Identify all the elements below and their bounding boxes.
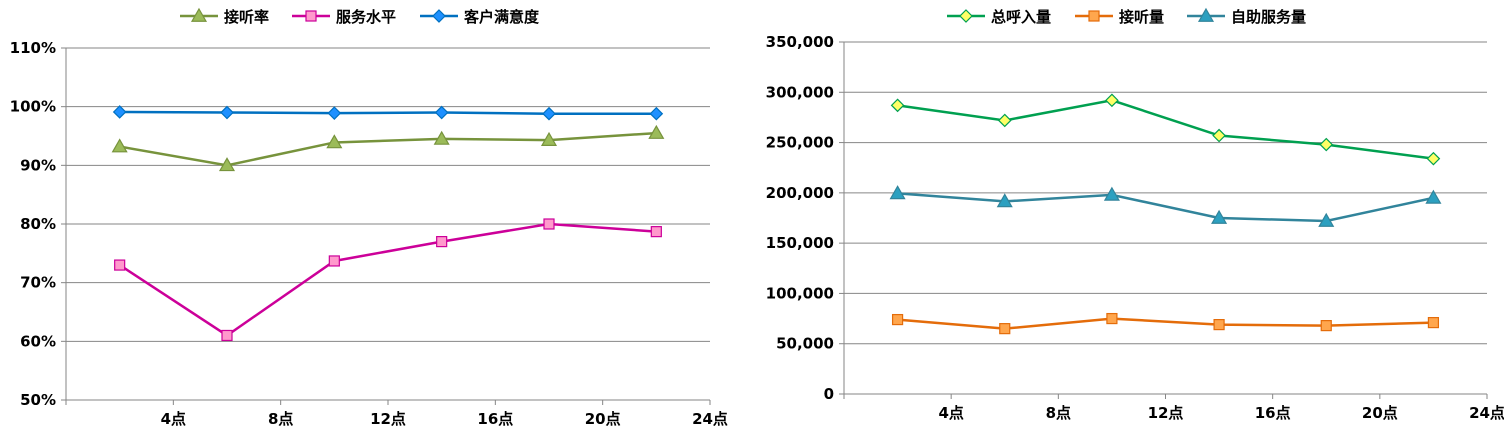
x-tick-label: 8点 <box>268 410 293 428</box>
data-point <box>112 105 127 119</box>
y-tick-label: 60% <box>20 332 56 350</box>
x-tick-label: 20点 <box>585 410 621 428</box>
data-point <box>218 157 236 172</box>
data-point <box>999 323 1011 335</box>
x-tick-label: 12点 <box>1148 404 1184 422</box>
series-2 <box>112 105 664 121</box>
y-tick-label: 70% <box>20 274 56 292</box>
legend-label: 总呼入量 <box>991 8 1051 26</box>
y-tick-label: 100% <box>10 98 56 116</box>
legend-marker <box>305 10 317 22</box>
legend-item: 接听量 <box>1075 8 1164 26</box>
series-line <box>119 110 657 115</box>
data-point <box>1426 151 1441 166</box>
y-tick-label: 80% <box>20 215 56 233</box>
data-point <box>220 105 234 120</box>
y-tick-label: 50,000 <box>776 335 834 353</box>
x-tick-label: 20点 <box>1362 404 1398 422</box>
data-point <box>648 124 665 139</box>
y-tick-label: 200,000 <box>766 184 834 202</box>
legend-marker <box>959 9 973 23</box>
legend-marker <box>432 9 446 23</box>
y-tick-label: 100,000 <box>766 284 834 302</box>
x-tick-label: 4点 <box>938 404 963 422</box>
data-point <box>1320 320 1332 332</box>
data-point <box>543 218 555 230</box>
legend-marker <box>1088 10 1100 22</box>
series-1 <box>891 312 1440 335</box>
data-point <box>327 106 342 120</box>
x-tick-label: 16点 <box>1255 404 1291 422</box>
data-point <box>1425 189 1442 204</box>
series-line <box>119 131 657 167</box>
y-tick-label: 0 <box>824 385 834 403</box>
data-point <box>650 226 662 238</box>
legend-marker <box>1197 7 1215 22</box>
legend-item: 总呼入量 <box>947 8 1051 26</box>
chart-call-rates: 50% 60% 70% 80% 90% 100% 110% 4点 8点 12点 16点 20点 24点 接… <box>10 7 728 428</box>
x-tick-label: 24点 <box>1469 404 1504 422</box>
data-point <box>1105 93 1119 108</box>
x-tick-label: 16点 <box>477 410 513 428</box>
data-point <box>542 106 556 121</box>
y-tick-label: 300,000 <box>766 83 834 101</box>
y-tick-label: 90% <box>20 156 56 174</box>
x-tick-label: 12点 <box>370 410 406 428</box>
legend-item: 自助服务量 <box>1187 7 1306 26</box>
y-tick-label: 350,000 <box>766 33 834 51</box>
series-0 <box>111 124 665 172</box>
data-point <box>1103 186 1120 201</box>
data-point <box>1211 209 1228 224</box>
data-point <box>649 106 664 121</box>
data-point <box>326 134 343 149</box>
x-tick-label: 8点 <box>1046 404 1071 422</box>
data-point <box>997 113 1012 128</box>
legend-item: 客户满意度 <box>420 8 540 26</box>
data-point <box>996 193 1013 208</box>
data-point <box>889 185 906 200</box>
data-point <box>1106 312 1118 325</box>
series-line <box>897 192 1434 223</box>
legend-marker <box>190 7 208 22</box>
chart-call-rates-svg: 50% 60% 70% 80% 90% 100% 110% 4点 8点 12点 16点 20点 24点 接… <box>10 7 728 428</box>
legend-label: 接听率 <box>224 8 269 26</box>
data-point <box>111 138 128 153</box>
y-tick-label: 110% <box>10 39 56 57</box>
legend-label: 服务水平 <box>336 8 396 26</box>
data-point <box>114 259 126 271</box>
chart-call-volumes: 0 50,000 100,000 150,000 200,000 250,000 300,0… <box>752 0 1504 432</box>
legend-label: 客户满意度 <box>463 8 540 26</box>
data-point <box>1427 316 1440 329</box>
series-line <box>118 222 657 337</box>
series-2 <box>889 185 1442 227</box>
y-tick-label: 150,000 <box>766 234 834 252</box>
data-point <box>890 98 905 113</box>
series-1 <box>114 218 662 342</box>
x-tick-label: 4点 <box>161 410 186 428</box>
legend-item: 接听率 <box>180 7 269 26</box>
legend-label: 接听量 <box>1119 8 1164 26</box>
data-point <box>221 329 233 342</box>
legend-label: 自助服务量 <box>1231 8 1306 26</box>
data-point <box>328 255 340 267</box>
data-point <box>436 236 448 248</box>
y-tick-label: 50% <box>20 391 56 409</box>
data-point <box>1212 128 1226 143</box>
data-point <box>434 105 449 120</box>
series-0 <box>890 93 1441 166</box>
data-point <box>891 313 904 326</box>
x-tick-label: 24点 <box>692 410 728 428</box>
series-line <box>897 99 1434 160</box>
data-point <box>433 130 450 145</box>
chart-call-volumes-svg: 0 50,000 100,000 150,000 200,000 250,000 300,0… <box>766 7 1504 422</box>
legend-item: 服务水平 <box>292 8 396 26</box>
y-tick-label: 250,000 <box>766 134 834 152</box>
data-point <box>1319 137 1334 152</box>
data-point <box>1213 319 1225 331</box>
data-point <box>1318 212 1335 227</box>
data-point <box>540 131 558 146</box>
series-line <box>897 317 1434 330</box>
